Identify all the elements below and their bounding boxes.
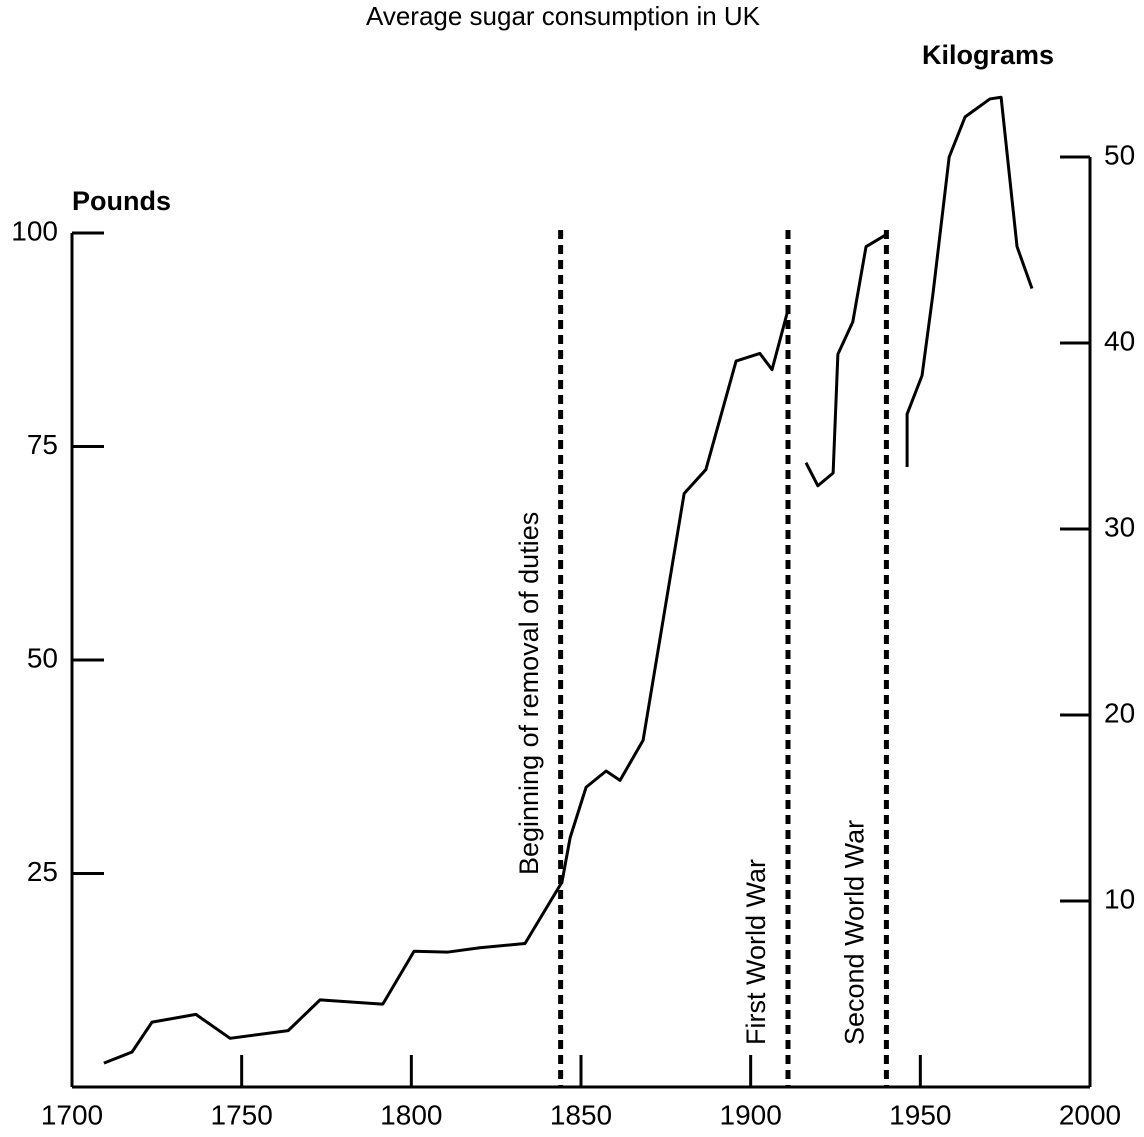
y2-tick-label: 40 bbox=[1104, 325, 1135, 356]
x-tick-label: 2000 bbox=[1059, 1099, 1121, 1130]
y-tick-label: 50 bbox=[27, 642, 58, 673]
x-tick-label: 1900 bbox=[720, 1099, 782, 1130]
y2-axis-label: Kilograms bbox=[922, 40, 1054, 70]
y2-tick-label: 30 bbox=[1104, 511, 1135, 542]
x-tick-label: 1700 bbox=[41, 1099, 103, 1130]
x-tick-label: 1800 bbox=[380, 1099, 442, 1130]
y-tick-label: 75 bbox=[27, 429, 58, 460]
y2-tick-label: 20 bbox=[1104, 697, 1135, 728]
y-tick-label: 25 bbox=[27, 856, 58, 887]
y2-tick-label: 10 bbox=[1104, 883, 1135, 914]
data-line bbox=[103, 95, 1034, 1065]
y-tick-label: 100 bbox=[11, 215, 58, 246]
annotation-label: First World War bbox=[741, 859, 771, 1045]
x-tick-label: 1950 bbox=[889, 1099, 951, 1130]
y-axis-label: Pounds bbox=[72, 186, 171, 216]
x-tick-label: 1850 bbox=[550, 1099, 612, 1130]
annotation-label: Beginning of removal of duties bbox=[514, 512, 544, 875]
y2-tick-label: 50 bbox=[1104, 139, 1135, 170]
annotation-label: Second World War bbox=[840, 820, 870, 1045]
x-tick-label: 1750 bbox=[211, 1099, 273, 1130]
chart-title: Average sugar consumption in UK bbox=[366, 1, 761, 31]
